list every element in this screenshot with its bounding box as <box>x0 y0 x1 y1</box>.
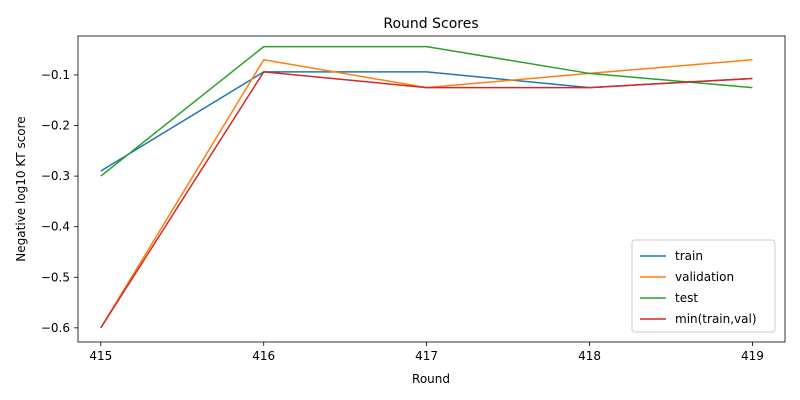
series-line-3 <box>100 71 753 329</box>
y-tick-label: −0.2 <box>41 119 70 133</box>
plot-frame <box>77 35 786 343</box>
x-axis-label: Round <box>412 372 450 386</box>
plot-area <box>77 35 786 343</box>
y-axis-label: Negative log10 KT score <box>14 116 28 261</box>
x-tick-label: 418 <box>578 349 601 363</box>
series-line-2 <box>100 45 753 177</box>
y-tick-label: −0.5 <box>41 270 70 284</box>
legend-label-3: min(train,val) <box>675 312 757 326</box>
x-tick-label: 415 <box>89 349 112 363</box>
legend-box <box>631 239 776 333</box>
y-tick-label: −0.4 <box>41 220 70 234</box>
x-tick-label: 419 <box>741 349 764 363</box>
y-tick-label: −0.1 <box>41 68 70 82</box>
legend-label-2: test <box>675 291 698 305</box>
y-tick-label: −0.6 <box>41 321 70 335</box>
x-tick-label: 417 <box>415 349 438 363</box>
y-tick-label: −0.3 <box>41 169 70 183</box>
series-line-0 <box>100 71 753 172</box>
chart-title: Round Scores <box>383 16 478 32</box>
legend-label-0: train <box>675 249 703 263</box>
legend: train validation test min(train,val) <box>631 239 776 333</box>
y-axis: −0.6 −0.5 −0.4 −0.3 −0.2 −0.1 <box>41 68 78 335</box>
x-axis: 415 416 417 418 419 <box>89 342 764 363</box>
legend-label-1: validation <box>675 270 734 284</box>
x-tick-label: 416 <box>252 349 275 363</box>
